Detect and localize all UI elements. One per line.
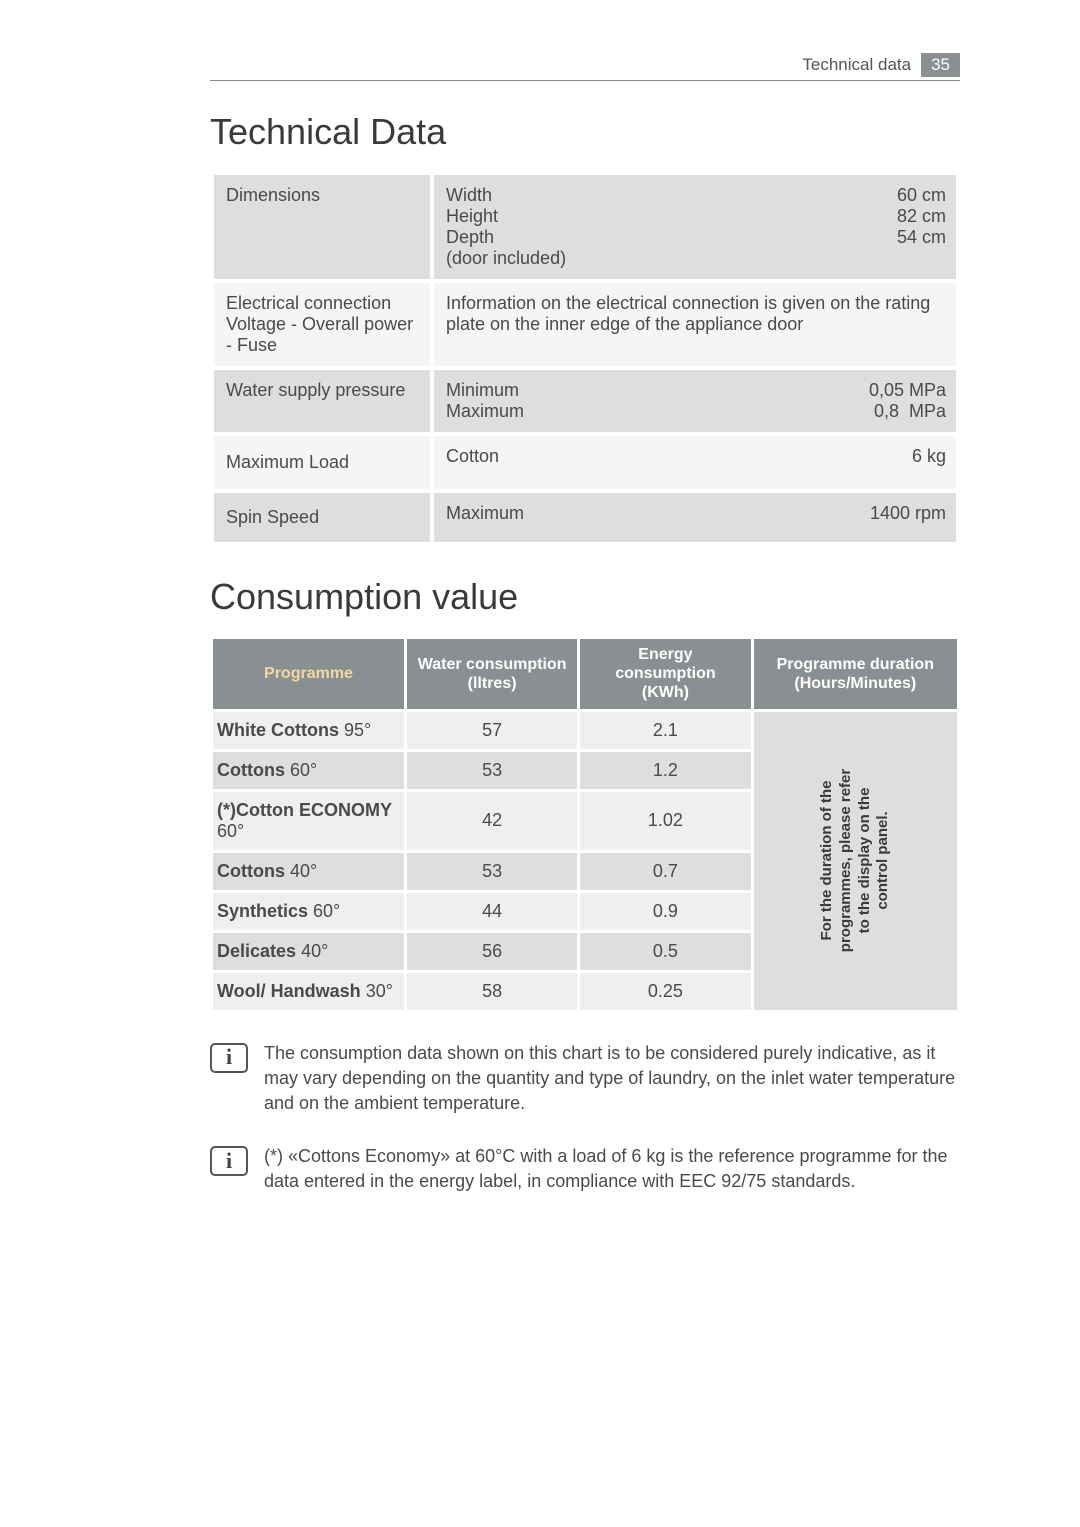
table-row: Water supply pressure Minimum Maximum 0,… [212,368,958,434]
page-number-badge: 35 [921,53,960,77]
tech-label: Electrical connection Voltage - Overall … [212,281,432,368]
table-row: White Cottons 95° 57 2.1 For the duratio… [212,710,959,750]
programme-name: Synthetics 60° [212,891,406,931]
tech-value-right: 0,05 MPa 0,8 MPa [869,380,946,422]
header-divider: Technical data 35 [210,80,960,81]
tech-value-left: Width Height Depth (door included) [446,185,566,269]
water-value: 42 [405,790,578,851]
tech-value-left: Minimum Maximum [446,380,524,422]
tech-value-left: Cotton [446,446,499,467]
water-value: 57 [405,710,578,750]
tech-label: Spin Speed [212,491,432,544]
programme-name: (*)Cotton ECONOMY 60° [212,790,406,851]
info-note: i The consumption data shown on this cha… [210,1041,960,1117]
energy-value: 1.02 [579,790,752,851]
col-header-sub: (KWh) [642,684,689,701]
programme-name: Wool/ Handwash 30° [212,971,406,1011]
water-value: 56 [405,931,578,971]
col-header-sub: (lltres) [468,675,517,692]
energy-value: 0.25 [579,971,752,1011]
tech-value: Cotton 6 kg [432,434,958,491]
tech-value: Width Height Depth (door included) 60 cm… [432,173,958,281]
table-row: Maximum Load Cotton 6 kg [212,434,958,491]
technical-data-table: Dimensions Width Height Depth (door incl… [210,171,960,546]
water-value: 58 [405,971,578,1011]
tech-label: Maximum Load [212,434,432,491]
col-programme: Programme [212,638,406,711]
tech-value: Information on the electrical connection… [432,281,958,368]
header-section-label: Technical data [802,55,911,75]
tech-value: Maximum 1400 rpm [432,491,958,544]
programme-name: Delicates 40° [212,931,406,971]
col-duration: Programme duration (Hours/Minutes) [752,638,958,711]
table-row: Electrical connection Voltage - Overall … [212,281,958,368]
tech-label: Water supply pressure [212,368,432,434]
note-text: The consumption data shown on this chart… [264,1041,960,1117]
water-value: 44 [405,891,578,931]
water-value: 53 [405,750,578,790]
tech-value-right: 6 kg [912,446,946,467]
col-water: Water consumption (lltres) [405,638,578,711]
energy-value: 0.7 [579,851,752,891]
programme-name: Cottons 40° [212,851,406,891]
water-value: 53 [405,851,578,891]
programme-name: White Cottons 95° [212,710,406,750]
tech-value-right: 1400 rpm [870,503,946,524]
info-note: i (*) «Cottons Economy» at 60°C with a l… [210,1144,960,1194]
col-header-text: Water consumption [418,656,567,673]
col-header-text: Programme [264,665,353,682]
duration-note-text: For the duration of the programmes, plea… [818,769,893,952]
tech-value-left: Information on the electrical connection… [446,293,946,335]
consumption-heading: Consumption value [210,576,960,618]
note-text: (*) «Cottons Economy» at 60°C with a loa… [264,1144,960,1194]
table-row: Dimensions Width Height Depth (door incl… [212,173,958,281]
table-row: Spin Speed Maximum 1400 rpm [212,491,958,544]
col-header-sub: (Hours/Minutes) [794,675,916,692]
tech-value-left: Maximum [446,503,524,524]
tech-value-right: 60 cm 82 cm 54 cm [897,185,946,269]
col-header-text: Energy consumption [615,646,715,682]
tech-label: Dimensions [212,173,432,281]
col-header-text: Programme duration [777,656,934,673]
programme-name: Cottons 60° [212,750,406,790]
page-header: Technical data 35 [802,53,960,77]
consumption-table: Programme Water consumption (lltres) Ener… [210,636,960,1013]
energy-value: 1.2 [579,750,752,790]
energy-value: 0.9 [579,891,752,931]
info-icon: i [210,1146,248,1176]
tech-value: Minimum Maximum 0,05 MPa 0,8 MPa [432,368,958,434]
table-header-row: Programme Water consumption (lltres) Ener… [212,638,959,711]
energy-value: 0.5 [579,931,752,971]
col-energy: Energy consumption (KWh) [579,638,752,711]
info-icon: i [210,1043,248,1073]
duration-note-cell: For the duration of the programmes, plea… [752,710,958,1011]
energy-value: 2.1 [579,710,752,750]
page: Technical data 35 Technical Data Dimensi… [0,0,1080,1195]
technical-data-heading: Technical Data [210,111,960,153]
